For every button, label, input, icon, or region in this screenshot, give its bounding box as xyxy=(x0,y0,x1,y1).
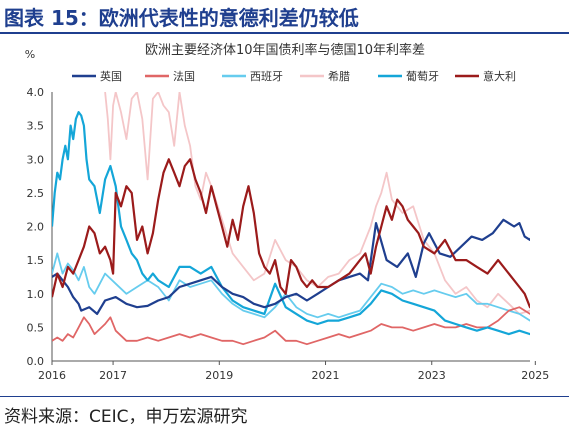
x-tick-label: 2023 xyxy=(418,369,446,382)
x-tick-label: 2019 xyxy=(205,369,233,382)
series-line-spain xyxy=(52,252,530,322)
series-line-greece xyxy=(104,92,530,315)
figure-title: 图表 15：欧洲代表性的意德利差仍较低 xyxy=(4,6,359,30)
x-tick-label: 2017 xyxy=(99,369,127,382)
title-rule xyxy=(0,32,569,34)
series-line-uk xyxy=(52,218,530,315)
y-tick-label: 1.5 xyxy=(27,254,45,267)
legend-label-uk: 英国 xyxy=(100,69,122,83)
legend-label-portugal: 葡萄牙 xyxy=(406,70,439,83)
plot-area: 0.0 0.5 1.0 1.5 2.0 2.5 3.0 3.5 4.0 2016 2017 2019 2… xyxy=(27,86,550,382)
legend-label-france: 法国 xyxy=(173,69,195,83)
x-tick-label: 2025 xyxy=(521,369,549,382)
bottom-rule xyxy=(0,396,569,397)
y-axis-unit: % xyxy=(25,48,35,61)
source-note: 资料来源：CEIC，申万宏源研究 xyxy=(4,407,248,427)
legend-label-italy: 意大利 xyxy=(483,69,516,83)
y-tick-label: 2.5 xyxy=(27,187,45,200)
y-tick-label: 3.0 xyxy=(27,153,45,166)
series-line-portugal xyxy=(52,111,530,336)
x-tick-label: 2016 xyxy=(38,369,66,382)
series-line-italy xyxy=(52,158,530,309)
series-line-france xyxy=(52,306,530,346)
chart-title: 欧洲主要经济体10年国债利率与德国10年利率差 xyxy=(145,42,425,58)
y-tick-label: 4.0 xyxy=(27,86,45,99)
x-tick-label: 2021 xyxy=(312,369,340,382)
y-tick-label: 2.0 xyxy=(27,221,45,234)
legend: 英国 法国 西班牙 希腊 葡萄牙 意大利 xyxy=(72,69,516,83)
y-tick-label: 0.5 xyxy=(27,321,45,334)
y-tick-label: 3.5 xyxy=(27,120,45,133)
chart: 欧洲主要经济体10年国债利率与德国10年利率差 % 英国 法国 西班牙 希腊 葡萄牙 意大… xyxy=(25,42,550,382)
legend-label-greece: 希腊 xyxy=(328,69,350,83)
y-tick-label: 0.0 xyxy=(27,355,45,368)
y-tick-label: 1.0 xyxy=(27,288,45,301)
legend-label-spain: 西班牙 xyxy=(250,70,283,83)
